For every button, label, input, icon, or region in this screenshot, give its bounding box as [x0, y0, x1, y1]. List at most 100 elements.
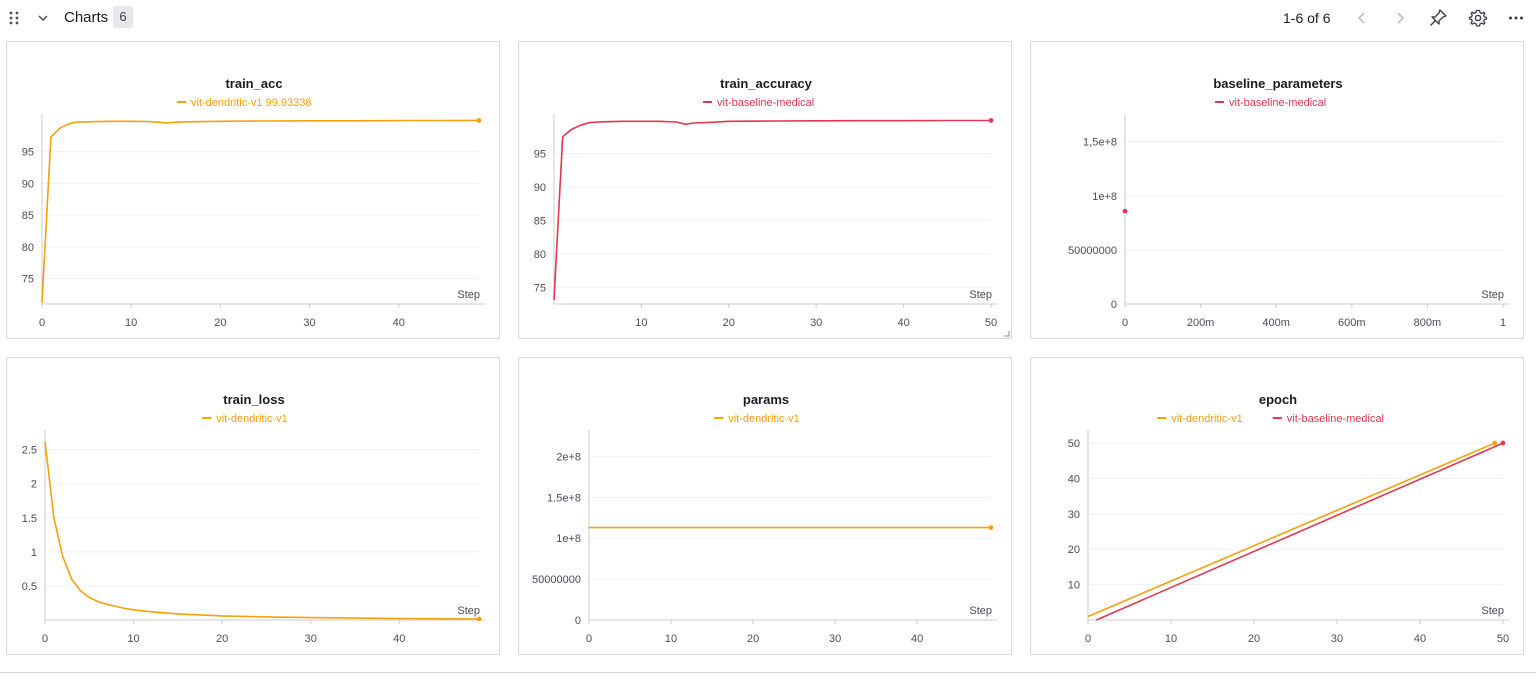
x-tick-label: 0 [39, 317, 45, 329]
chart-title: train_loss [223, 392, 284, 407]
legend-label[interactable]: vit-baseline-medical [1287, 413, 1384, 425]
x-tick-label: 20 [216, 633, 228, 645]
y-tick-label: 1.5 [22, 513, 37, 525]
x-tick-label: 1 [1500, 317, 1506, 329]
chart-title: train_accuracy [720, 76, 813, 91]
x-tick-label: 50 [985, 317, 997, 329]
x-tick-label: 20 [1248, 633, 1260, 645]
legend-label[interactable]: vit-dendritic-v1 [728, 413, 800, 425]
x-tick-label: 10 [127, 633, 139, 645]
chart-svg: params vit-dendritic-v1 0 50000000 1e+8 1.5e+… [532, 392, 997, 645]
legend-label[interactable]: vit-baseline-medical [1229, 97, 1326, 109]
series-line[interactable] [41, 119, 480, 303]
y-tick-label: 50 [1068, 438, 1080, 450]
section-header: Charts 6 1-6 of 6 [0, 0, 1536, 36]
chart-title: params [743, 392, 789, 407]
series-point[interactable] [988, 525, 994, 530]
x-axis-label: Step [969, 289, 992, 301]
y-tick-label: 0.5 [22, 581, 37, 593]
chevron-right-icon[interactable] [1389, 7, 1411, 29]
pin-icon[interactable] [1427, 7, 1449, 29]
legend-label[interactable]: vit-dendritic-v1 99.93338 [191, 97, 311, 109]
y-tick-label: 1e+8 [1092, 191, 1117, 203]
x-tick-label: 20 [747, 633, 759, 645]
series-point[interactable] [476, 118, 482, 123]
y-tick-label: 0 [575, 615, 581, 627]
gear-icon[interactable] [1467, 7, 1489, 29]
x-tick-label: 10 [635, 317, 647, 329]
y-tick-label: 1 [31, 547, 37, 559]
y-tick-label: 2 [31, 479, 37, 491]
x-tick-label: 0 [42, 633, 48, 645]
chart-panel-epoch[interactable]: epoch vit-dendritic-v1 vit-baseline-medica… [1030, 357, 1524, 655]
x-tick-label: 40 [393, 633, 405, 645]
resize-handle-icon[interactable] [1004, 331, 1010, 337]
series-point[interactable] [1500, 440, 1506, 446]
x-tick-label: 20 [214, 317, 226, 329]
x-axis-label: Step [1481, 289, 1504, 301]
chart-panel-train-acc[interactable]: train_acc vit-dendritic-v1 99.93338 75 80 85… [6, 41, 500, 339]
x-tick-label: 30 [810, 317, 822, 329]
series-line[interactable] [44, 441, 480, 620]
chart-panel-baseline-parameters[interactable]: baseline_parameters vit-baseline-medical 0… [1030, 41, 1524, 339]
chart-panel-params[interactable]: params vit-dendritic-v1 0 50000000 1e+8 1.5e+… [518, 357, 1012, 655]
y-tick-label: 95 [22, 147, 34, 159]
chart-panel-train-accuracy[interactable]: train_accuracy vit-baseline-medical 75 80 85… [518, 41, 1012, 339]
x-tick-label: 10 [665, 633, 677, 645]
chart-svg: baseline_parameters vit-baseline-medical 0… [1068, 76, 1509, 329]
y-tick-label: 85 [22, 210, 34, 222]
x-tick-label: 10 [125, 317, 137, 329]
y-tick-label: 80 [22, 242, 34, 254]
y-tick-label: 1,5e+8 [1083, 137, 1117, 149]
y-tick-label: 95 [534, 148, 546, 160]
x-tick-label: 40 [393, 317, 405, 329]
legend-label[interactable]: vit-baseline-medical [717, 97, 814, 109]
pager-text: 1-6 of 6 [1283, 10, 1331, 26]
y-tick-label: 40 [1068, 473, 1080, 485]
series-line[interactable] [553, 119, 991, 301]
section-title[interactable]: Charts [64, 9, 109, 26]
x-tick-label: 10 [1165, 633, 1177, 645]
chart-svg: train_acc vit-dendritic-v1 99.93338 75 80 85… [22, 76, 485, 329]
series-point[interactable] [1122, 208, 1128, 214]
y-tick-label: 10 [1068, 580, 1080, 592]
series-point[interactable] [476, 616, 482, 622]
x-tick-label: 400m [1262, 317, 1290, 329]
chart-title: epoch [1259, 392, 1297, 407]
chart-legend: vit-dendritic-v1 99.93338 [177, 97, 311, 109]
y-tick-label: 90 [534, 182, 546, 194]
series-point[interactable] [1492, 440, 1498, 446]
x-axis-label: Step [969, 605, 992, 617]
y-tick-label: 2e+8 [556, 451, 581, 463]
x-tick-label: 40 [1414, 633, 1426, 645]
chevron-down-icon[interactable] [36, 12, 50, 24]
x-tick-label: 800m [1414, 317, 1442, 329]
drag-handle-icon[interactable] [8, 11, 20, 25]
x-tick-label: 0 [1122, 317, 1128, 329]
x-tick-label: 600m [1338, 317, 1366, 329]
y-tick-label: 20 [1068, 544, 1080, 556]
y-tick-label: 1.5e+8 [547, 492, 581, 504]
y-tick-label: 90 [22, 178, 34, 190]
chart-legend: vit-dendritic-v1 [202, 413, 288, 425]
chart-legend: vit-baseline-medical [703, 97, 814, 109]
series-line[interactable] [1095, 442, 1504, 621]
y-tick-label: 2.5 [22, 445, 37, 457]
more-icon[interactable] [1505, 7, 1527, 29]
chart-panel-train-loss[interactable]: train_loss vit-dendritic-v1 0.5 1 1.5 2 2.5 0 10… [6, 357, 500, 655]
x-tick-label: 0 [1085, 633, 1091, 645]
y-tick-label: 50000000 [532, 574, 581, 586]
x-tick-label: 200m [1187, 317, 1215, 329]
chevron-left-icon[interactable] [1351, 7, 1373, 29]
legend-label[interactable]: vit-dendritic-v1 [216, 413, 288, 425]
section-divider [0, 672, 1536, 673]
chart-title: train_acc [225, 76, 282, 91]
series-line[interactable] [1087, 442, 1496, 618]
x-tick-label: 30 [305, 633, 317, 645]
x-tick-label: 30 [1331, 633, 1343, 645]
x-tick-label: 30 [303, 317, 315, 329]
y-tick-label: 0 [1111, 299, 1117, 311]
series-point[interactable] [988, 118, 994, 123]
legend-label[interactable]: vit-dendritic-v1 [1171, 413, 1243, 425]
chart-legend: vit-dendritic-v1 vit-baseline-medical [1157, 413, 1384, 425]
